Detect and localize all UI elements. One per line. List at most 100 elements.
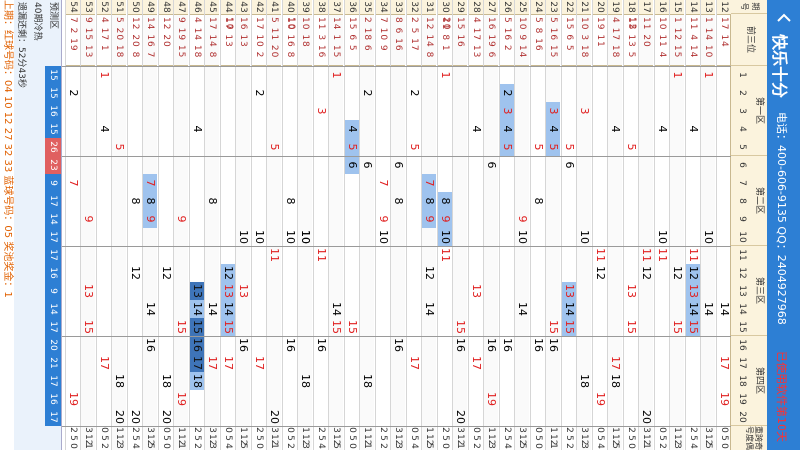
table-row[interactable]: 21 10 3 18 10 3 18 3 12 3 xyxy=(576,0,592,450)
drawn-number-10: 10 xyxy=(516,230,530,244)
summary-cell: 3 xyxy=(641,427,652,433)
drawn-number-19: 19 xyxy=(594,392,607,406)
issue-number: 52 xyxy=(97,0,111,15)
table-row[interactable]: 30 11 8 1 11 8 1 9 10 2 5 0 xyxy=(437,0,452,450)
table-row[interactable]: 18 15 13 5 15 13 5 2 5 0 xyxy=(623,0,638,450)
footer-row-hotcold: 预测区 15 15 16 15 26 23 9 17 14 17 17 16 9 14 17 20 21 17 16… xyxy=(45,0,61,450)
drawn-number-15: 15 xyxy=(346,320,359,334)
issue-column-header: 期号 xyxy=(731,0,767,14)
drawn-number-6: 6 xyxy=(345,156,359,174)
table-row[interactable]: 40 10 16 8 10 16 8 0 5 2 xyxy=(282,0,297,450)
table-row[interactable]: 38 11 3 16 11 3 16 2 5 4 xyxy=(313,0,328,450)
number-header-4: 4 xyxy=(737,126,747,132)
table-row[interactable]: 29 15 16 20 15 16 20 3 12 1 xyxy=(442,0,468,450)
summary-cell: 3 xyxy=(393,427,404,433)
table-row[interactable]: 53 9 15 13 9 15 13 3 12 1 xyxy=(80,0,96,450)
drawn-number-18: 18 xyxy=(299,374,313,388)
table-row[interactable]: 31 12 14 8 12 14 8 7 9 1 12 5 xyxy=(421,0,437,450)
table-row[interactable]: 51 5 20 18 5 20 18 1 12 3 xyxy=(111,0,127,450)
table-row[interactable]: 16 10 11 4 10 11 4 0 5 2 xyxy=(654,0,669,450)
summary-cell: 2 xyxy=(440,427,450,433)
table-row[interactable]: 26 5 16 2 5 16 2 3 4 2 5 4 xyxy=(499,0,514,450)
drawn-number-2: 2 xyxy=(500,84,514,102)
table-row[interactable]: 49 14 16 7 14 16 7 8 9 3 12 5 xyxy=(142,0,158,450)
front-three-numbers: 5 16 2 xyxy=(500,14,514,66)
table-row[interactable]: 32 2 5 17 2 5 17 0 5 4 xyxy=(406,0,421,450)
issue-number: 21 xyxy=(577,0,592,15)
table-row[interactable]: 45 17 14 8 17 14 8 3 12 3 xyxy=(204,0,220,450)
drawn-number-16: 16 xyxy=(485,338,499,352)
table-row[interactable]: 24 5 8 16 5 8 16 0 5 0 xyxy=(530,0,545,450)
summary-cell: 5 xyxy=(626,435,636,441)
table-row[interactable]: 35 2 18 6 2 18 6 1 12 1 xyxy=(359,0,375,450)
number-header-13: 13 xyxy=(737,285,747,297)
drawn-number-14: 14 xyxy=(516,302,530,316)
table-row[interactable]: 47 9 19 15 9 19 15 1 12 1 xyxy=(173,0,189,450)
zone-header-label: 第四区 xyxy=(754,366,764,394)
table-row[interactable]: 46 4 14 18 4 14 18 13 15 16 17 2 5 2 xyxy=(189,0,204,450)
table-row[interactable]: 25 10 9 14 10 9 14 3 12 5 xyxy=(514,0,530,450)
front-three-numbers: 4 14 18 xyxy=(190,14,204,66)
table-row[interactable]: 43 16 13 10 16 13 10 1 12 5 xyxy=(225,0,251,450)
table-row[interactable]: 42 17 10 2 17 10 2 2 5 0 xyxy=(251,0,266,450)
table-row[interactable]: 17 11 20 12 11 20 12 3 12 1 xyxy=(628,0,654,450)
drawn-number-18: 18 xyxy=(113,374,127,388)
summary-cell: 3 xyxy=(114,443,125,449)
front-three-numbers: 5 8 16 xyxy=(531,14,545,66)
table-row[interactable]: 19 4 17 18 4 17 18 1 12 5 xyxy=(607,0,623,450)
summary-cell: 5 xyxy=(223,435,233,441)
drawn-number-12: 12 xyxy=(671,266,685,280)
drawn-number-4: 4 xyxy=(687,125,700,133)
front-three-numbers: 17 13 12 xyxy=(209,14,235,66)
drawn-number-17: 17 xyxy=(408,356,421,370)
consecutive-number-9: 9 xyxy=(143,210,158,228)
summary-header-3: 奇偶 xyxy=(745,442,763,450)
drawn-number-10: 10 xyxy=(253,230,266,244)
table-row[interactable]: 27 16 19 6 16 19 6 1 12 3 xyxy=(483,0,499,450)
back-arrow-icon[interactable] xyxy=(776,10,792,26)
summary-cell: 0 xyxy=(223,427,233,433)
table-row[interactable]: 39 10 18 10 10 18 10 1 12 3 xyxy=(287,0,313,450)
hotcold-value: 20 xyxy=(45,336,61,354)
table-row[interactable]: 50 12 20 8 12 20 8 2 5 4 xyxy=(127,0,142,450)
issue-number: 31 xyxy=(422,0,437,15)
table-row[interactable]: 23 5 16 15 5 16 15 3 4 1 12 1 xyxy=(545,0,561,450)
table-row[interactable]: 33 8 6 16 8 6 16 3 12 3 xyxy=(390,0,406,450)
drawn-number-16: 16 xyxy=(315,338,328,352)
table-row[interactable]: 14 11 4 14 11 4 14 12 13 15 2 5 4 xyxy=(685,0,700,450)
summary-cell: 5 xyxy=(688,435,698,441)
drawn-number-16: 16 xyxy=(532,338,545,352)
number-header-18: 18 xyxy=(737,375,747,387)
drawn-number-15: 15 xyxy=(625,320,638,334)
table-row[interactable]: 36 15 6 5 15 6 5 4 0 5 0 xyxy=(344,0,359,450)
summary-cell: 12 xyxy=(579,434,590,446)
consecutive-number-9: 9 xyxy=(438,210,452,228)
table-row[interactable]: 13 1 14 10 1 14 10 3 12 5 xyxy=(700,0,716,450)
table-row[interactable]: 37 14 1 15 14 1 15 3 12 5 xyxy=(328,0,344,450)
table-row[interactable]: 28 4 17 13 4 17 13 0 5 2 xyxy=(468,0,483,450)
drawn-number-20: 20 xyxy=(160,410,173,424)
drawn-number-11: 11 xyxy=(640,248,654,262)
table-row[interactable]: 15 1 12 15 1 12 15 1 12 3 xyxy=(669,0,685,450)
summary-cell: 5 xyxy=(595,435,605,441)
hotcold-value: 9 xyxy=(45,174,61,192)
table-row[interactable]: 52 4 17 1 4 17 1 0 5 2 xyxy=(96,0,111,450)
table-row[interactable]: 22 15 6 5 15 6 5 13 14 2 5 2 xyxy=(561,0,576,450)
drawn-number-16: 16 xyxy=(501,338,514,352)
table-row[interactable]: 34 7 10 9 7 10 9 2 5 2 xyxy=(375,0,390,450)
drawn-number-8: 8 xyxy=(284,197,297,205)
front-three-numbers: 12 14 8 xyxy=(422,14,437,66)
issue-number: 34 xyxy=(376,0,390,15)
summary-cell: 2 xyxy=(68,427,78,433)
summary-cell: 1 xyxy=(548,443,559,449)
summary-cell: 0 xyxy=(409,427,419,433)
table-row[interactable]: 54 7 2 19 7 2 19 2 5 0 xyxy=(65,0,80,450)
summary-cell: 12 xyxy=(548,434,559,446)
summary-cell: 2 xyxy=(254,427,264,433)
front-three-numbers: 11 8 1 xyxy=(438,14,452,66)
table-row[interactable]: 41 5 11 20 5 11 20 3 12 1 xyxy=(266,0,282,450)
